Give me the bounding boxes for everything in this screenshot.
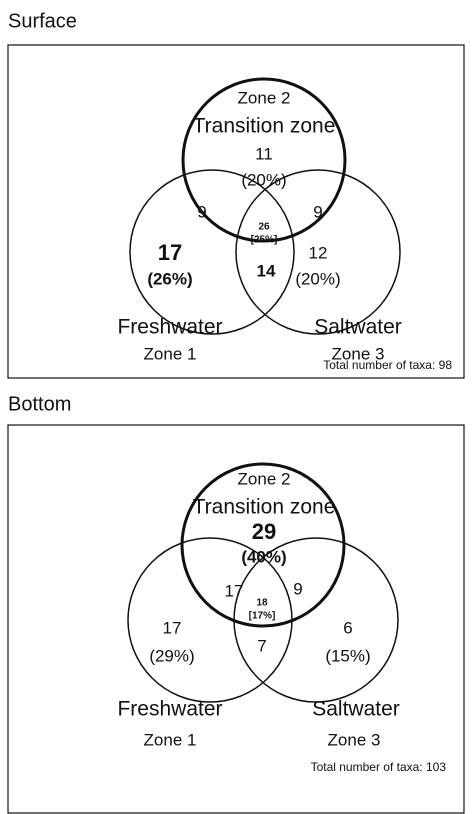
percent: (20%) bbox=[241, 170, 286, 189]
zone-name: Freshwater bbox=[117, 316, 222, 339]
count: 9 bbox=[197, 202, 206, 221]
circle-saltwater bbox=[235, 169, 401, 335]
zone-label: Zone 3 bbox=[332, 344, 385, 363]
panel-frame bbox=[7, 424, 465, 814]
zone-name: Transition zone bbox=[193, 115, 336, 138]
panel-bottom: Bottom Zone 2 Transition zone 29 (40%) 1… bbox=[7, 393, 465, 814]
count: 17 bbox=[158, 240, 182, 265]
count: 26 bbox=[258, 222, 270, 233]
percent: (26%) bbox=[147, 269, 192, 288]
count: 6 bbox=[343, 618, 352, 637]
zone-label: Zone 3 bbox=[328, 730, 381, 749]
count: 17 bbox=[163, 618, 182, 637]
count: 11 bbox=[255, 144, 273, 163]
percent: (40%) bbox=[241, 547, 286, 566]
count: 17 bbox=[225, 581, 244, 600]
zone-name: Transition zone bbox=[193, 496, 336, 519]
count: 14 bbox=[257, 261, 276, 280]
circle-freshwater bbox=[129, 169, 295, 335]
count: 29 bbox=[252, 519, 276, 544]
zone-name: Saltwater bbox=[314, 316, 402, 339]
percent: (15%) bbox=[325, 646, 370, 665]
zone-label: Zone 2 bbox=[238, 469, 291, 488]
circle-freshwater bbox=[127, 537, 293, 703]
zone-name: Freshwater bbox=[117, 698, 222, 721]
count: 9 bbox=[293, 579, 302, 598]
panel-surface: Surface Zone 2 Transition zone 11 (20%) … bbox=[7, 10, 465, 379]
zone-label: Zone 1 bbox=[144, 730, 197, 749]
count: 9 bbox=[313, 202, 322, 221]
percent: (29%) bbox=[149, 646, 194, 665]
count: 7 bbox=[257, 636, 266, 655]
total-taxa: Total number of taxa: 98 bbox=[323, 358, 452, 372]
zone-label: Zone 2 bbox=[238, 88, 291, 107]
circle-transition bbox=[180, 462, 346, 628]
percent: (20%) bbox=[295, 269, 340, 288]
percent: [25%] bbox=[251, 235, 278, 246]
panel-title: Bottom bbox=[8, 393, 71, 415]
percent: [17%] bbox=[249, 611, 276, 622]
panel-frame bbox=[7, 44, 465, 379]
circle-transition bbox=[181, 77, 347, 243]
count: 12 bbox=[309, 243, 328, 262]
zone-name: Saltwater bbox=[312, 698, 400, 721]
panel-title: Surface bbox=[8, 10, 77, 32]
count: 18 bbox=[256, 598, 268, 609]
zone-label: Zone 1 bbox=[144, 344, 197, 363]
total-taxa: Total number of taxa: 103 bbox=[311, 760, 447, 774]
circle-saltwater bbox=[233, 537, 399, 703]
